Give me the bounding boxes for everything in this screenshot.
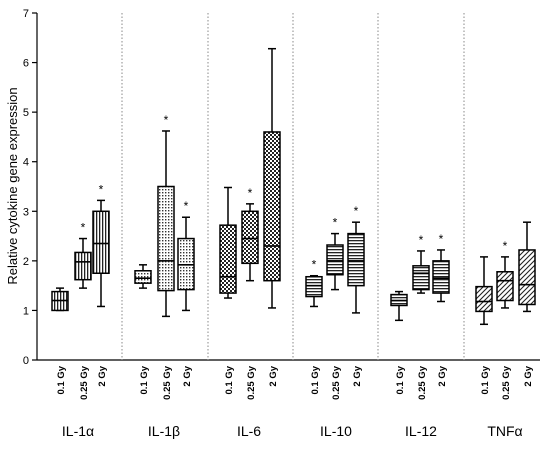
- box-group: **: [51, 182, 110, 312]
- dose-label: 0.1 Gy: [480, 365, 491, 394]
- dose-label: 0.25 Gy: [331, 365, 342, 400]
- significance-star: *: [439, 232, 444, 246]
- dose-label: 0.25 Gy: [417, 365, 428, 400]
- dose-label: 0.25 Gy: [79, 365, 90, 400]
- box: [412, 265, 430, 291]
- dose-label: 2 Gy: [523, 365, 534, 386]
- box: [432, 260, 450, 294]
- x-axis-labels: 0.1 Gy 0.25 Gy 2 Gy IL-1α 0.1 Gy 0.25 Gy 2 Gy I…: [56, 365, 534, 439]
- box-group: **: [134, 113, 195, 318]
- y-tick-label: 6: [23, 58, 29, 70]
- box-group: *: [219, 47, 281, 309]
- dose-label: 2 Gy: [268, 365, 279, 386]
- box: [92, 210, 110, 275]
- y-axis-label: Relative cytokine gene expression: [5, 87, 20, 284]
- box-group: **: [390, 232, 450, 322]
- y-tick-label: 0: [23, 355, 29, 367]
- group-label: IL-6: [237, 423, 261, 439]
- dose-label: 2 Gy: [182, 365, 193, 386]
- y-axis: 0 1 2 3 4 5 6 7: [23, 8, 540, 367]
- dose-label: 0.1 Gy: [310, 365, 321, 394]
- significance-star: *: [312, 258, 317, 272]
- significance-star: *: [184, 199, 189, 213]
- significance-star: *: [81, 221, 86, 235]
- dose-label: 0.1 Gy: [56, 365, 67, 394]
- dose-label: 2 Gy: [97, 365, 108, 386]
- significance-star: *: [333, 216, 338, 230]
- dose-label: 0.25 Gy: [501, 365, 512, 400]
- significance-star: *: [354, 204, 359, 218]
- dose-label: 0.25 Gy: [162, 365, 173, 400]
- group-label: TNFα: [487, 423, 522, 439]
- box: [518, 249, 536, 306]
- y-tick-label: 1: [23, 305, 29, 317]
- box: [305, 275, 323, 298]
- box-group: * * *: [305, 204, 365, 314]
- significance-star: *: [248, 186, 253, 200]
- box: [241, 210, 259, 265]
- y-tick-label: 3: [23, 206, 29, 218]
- significance-star: *: [419, 233, 424, 247]
- y-tick-label: 7: [23, 8, 29, 20]
- dose-label: 0.1 Gy: [139, 365, 150, 394]
- box: [263, 131, 281, 282]
- box: [74, 251, 92, 281]
- box: [475, 285, 493, 313]
- y-tick-label: 2: [23, 256, 29, 268]
- box-series: ********* * *: [51, 47, 536, 326]
- dose-label: 0.1 Gy: [224, 365, 235, 394]
- box-group: *: [475, 221, 536, 326]
- group-label: IL-12: [405, 423, 437, 439]
- group-label: IL-1β: [148, 423, 180, 439]
- box: [347, 232, 365, 287]
- y-tick-label: 4: [23, 157, 29, 169]
- significance-star: *: [99, 182, 104, 196]
- dose-label: 0.25 Gy: [246, 365, 257, 400]
- significance-star: *: [503, 239, 508, 253]
- box: [157, 185, 175, 292]
- group-label: IL-1α: [62, 423, 94, 439]
- dose-label: 0.1 Gy: [395, 365, 406, 394]
- box: [219, 224, 237, 294]
- box: [326, 244, 344, 276]
- box: [134, 270, 152, 284]
- dose-label: 2 Gy: [437, 365, 448, 386]
- significance-star: *: [164, 113, 169, 127]
- y-tick-label: 5: [23, 107, 29, 119]
- box: [496, 271, 514, 302]
- dose-label: 2 Gy: [352, 365, 363, 386]
- group-label: IL-10: [320, 423, 352, 439]
